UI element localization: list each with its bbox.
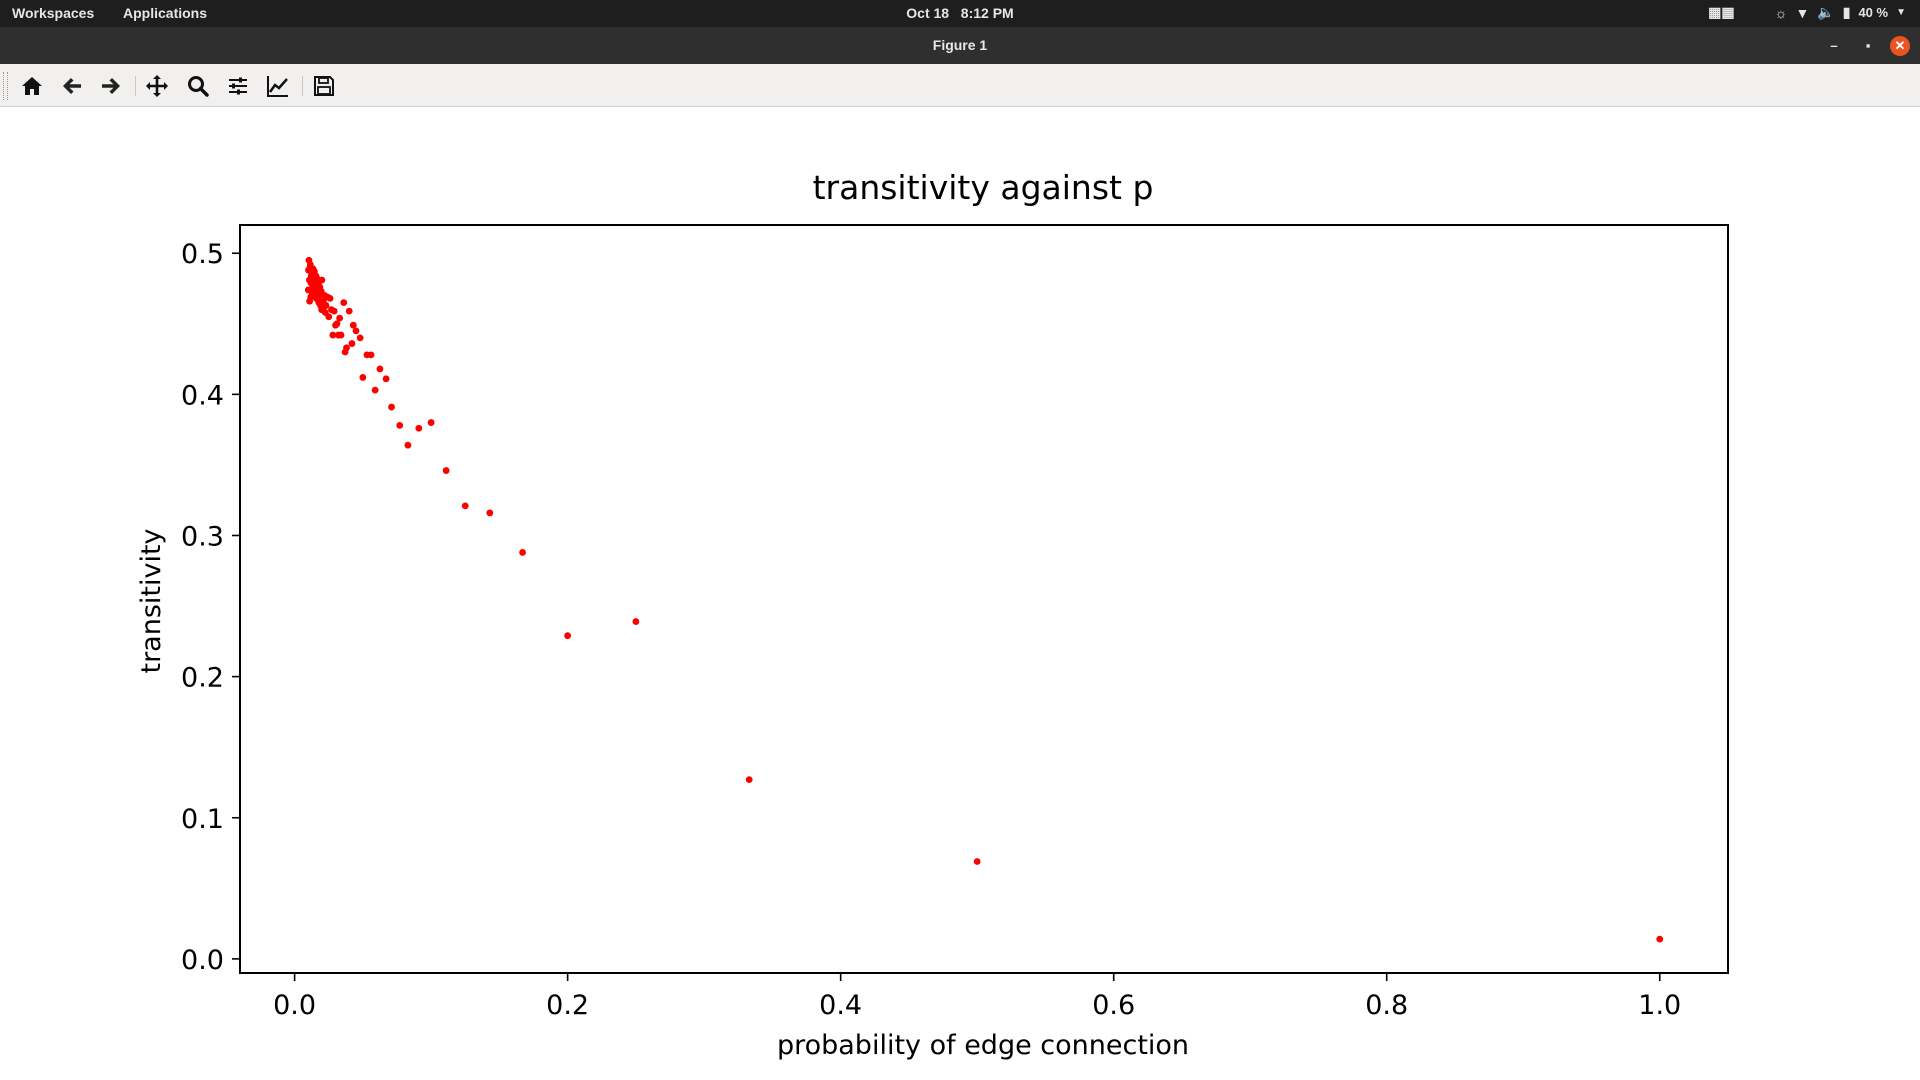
x-tick-label: 0.2 bbox=[546, 990, 589, 1021]
y-tick-label: 0.2 bbox=[181, 663, 224, 694]
x-tick-label: 0.8 bbox=[1365, 990, 1408, 1021]
data-point bbox=[382, 375, 390, 383]
data-point bbox=[332, 321, 339, 329]
clock-time: 8:12 PM bbox=[960, 5, 1014, 21]
data-point bbox=[404, 441, 412, 449]
axes-frame bbox=[239, 224, 1729, 974]
y-tick-label: 0.3 bbox=[181, 521, 224, 552]
edit-axis-button[interactable] bbox=[265, 73, 291, 99]
home-icon bbox=[22, 77, 42, 95]
data-point bbox=[348, 340, 356, 347]
data-point bbox=[632, 618, 640, 625]
pan-icon bbox=[146, 75, 168, 97]
data-point bbox=[363, 351, 371, 359]
system-top-bar: Workspaces Applications Oct 18 8:12 PM ▦… bbox=[0, 0, 1920, 27]
data-point bbox=[745, 776, 753, 784]
battery-percent: 40 % bbox=[1858, 5, 1889, 20]
data-point bbox=[973, 858, 981, 865]
y-tick-label: 0.0 bbox=[181, 945, 224, 976]
data-point bbox=[461, 502, 469, 510]
data-point bbox=[321, 309, 329, 316]
toolbar-grip[interactable] bbox=[3, 72, 8, 100]
clock-date: Oct 18 bbox=[906, 5, 950, 21]
keyboard-layout-icon[interactable]: ▦▦ bbox=[1708, 4, 1735, 20]
data-point bbox=[328, 306, 335, 314]
navigation-toolbar bbox=[0, 64, 1920, 107]
back-arrow-icon bbox=[63, 78, 81, 94]
battery-icon[interactable]: ▮ bbox=[1842, 4, 1851, 20]
data-point bbox=[329, 331, 337, 339]
data-point bbox=[1656, 935, 1664, 943]
data-point bbox=[388, 403, 395, 411]
window-title: Figure 1 bbox=[932, 37, 988, 53]
y-tick-label: 0.4 bbox=[181, 380, 224, 411]
data-point bbox=[305, 256, 313, 264]
data-point bbox=[564, 632, 572, 640]
wifi-icon[interactable]: ▼ bbox=[1795, 4, 1810, 21]
forward-arrow-icon bbox=[102, 78, 120, 94]
data-point bbox=[486, 509, 494, 517]
data-point bbox=[307, 272, 315, 280]
chevron-down-icon[interactable]: ▼ bbox=[1896, 7, 1906, 18]
data-point bbox=[352, 327, 360, 335]
data-point bbox=[316, 290, 324, 298]
figure-canvas[interactable]: 0.0 0.2 0.4 0.6 0.8 1.0 0.0 0.1 0.2 0.3 0.4 0.5 tra… bbox=[0, 107, 1920, 1080]
applications-menu[interactable]: Applications bbox=[123, 5, 208, 21]
data-point bbox=[334, 331, 342, 339]
data-point bbox=[519, 549, 526, 556]
x-tick-label: 0.0 bbox=[273, 990, 316, 1021]
data-point bbox=[320, 303, 328, 311]
x-tick-label: 1.0 bbox=[1638, 990, 1681, 1021]
workspaces-menu[interactable]: Workspaces bbox=[12, 5, 95, 21]
clock[interactable]: Oct 18 8:12 PM bbox=[0, 5, 1920, 21]
data-point bbox=[371, 386, 379, 394]
close-button[interactable]: ✕ bbox=[1890, 36, 1910, 56]
chart-title: transitivity against p bbox=[813, 168, 1154, 207]
zoom-icon bbox=[188, 76, 209, 97]
data-point bbox=[340, 299, 348, 307]
maximize-button[interactable]: ▪ bbox=[1865, 38, 1871, 53]
data-point bbox=[349, 321, 357, 329]
home-button[interactable] bbox=[19, 73, 45, 99]
y-tick-label: 0.5 bbox=[181, 239, 224, 270]
x-tick-label: 0.4 bbox=[819, 990, 862, 1021]
scatter-plot[interactable]: 0.0 0.2 0.4 0.6 0.8 1.0 0.0 0.1 0.2 0.3 0.4 0.5 tra… bbox=[0, 107, 1920, 1080]
configure-subplots-button[interactable] bbox=[225, 73, 251, 99]
y-tick-label: 0.1 bbox=[181, 804, 224, 835]
y-axis-label: transitivity bbox=[136, 528, 167, 673]
data-point bbox=[310, 280, 318, 288]
configure-subplots-icon bbox=[229, 77, 247, 95]
data-point bbox=[442, 467, 450, 474]
back-button[interactable] bbox=[59, 73, 85, 99]
data-point bbox=[356, 334, 364, 342]
toolbar-separator bbox=[135, 76, 136, 96]
brightness-icon[interactable]: ☼ bbox=[1774, 4, 1788, 21]
data-point bbox=[336, 314, 344, 322]
window-title-bar[interactable]: Figure 1 – ▪ ✕ bbox=[0, 27, 1920, 64]
data-point bbox=[359, 374, 367, 381]
data-point bbox=[315, 299, 323, 307]
x-axis-label: probability of edge connection bbox=[777, 1030, 1189, 1061]
x-tick-label: 0.6 bbox=[1092, 990, 1135, 1021]
data-point bbox=[304, 286, 312, 294]
data-point bbox=[341, 348, 349, 356]
data-point bbox=[415, 424, 423, 432]
volume-icon[interactable]: 🔈 bbox=[1817, 4, 1835, 20]
minimize-button[interactable]: – bbox=[1830, 38, 1838, 53]
data-point bbox=[376, 365, 384, 373]
data-point bbox=[345, 307, 353, 315]
forward-button[interactable] bbox=[98, 73, 124, 99]
save-icon bbox=[314, 76, 334, 96]
data-point bbox=[396, 422, 404, 429]
zoom-button[interactable] bbox=[185, 73, 211, 99]
toolbar-separator bbox=[302, 76, 303, 96]
system-tray[interactable]: ▦▦ ☼ ▼ 🔈 ▮ 40 % ▼ bbox=[1708, 4, 1906, 21]
edit-axis-icon bbox=[267, 76, 288, 97]
data-point bbox=[427, 419, 435, 426]
pan-button[interactable] bbox=[144, 73, 170, 99]
save-button[interactable] bbox=[311, 73, 337, 99]
data-point bbox=[306, 263, 314, 271]
data-point bbox=[307, 293, 315, 301]
